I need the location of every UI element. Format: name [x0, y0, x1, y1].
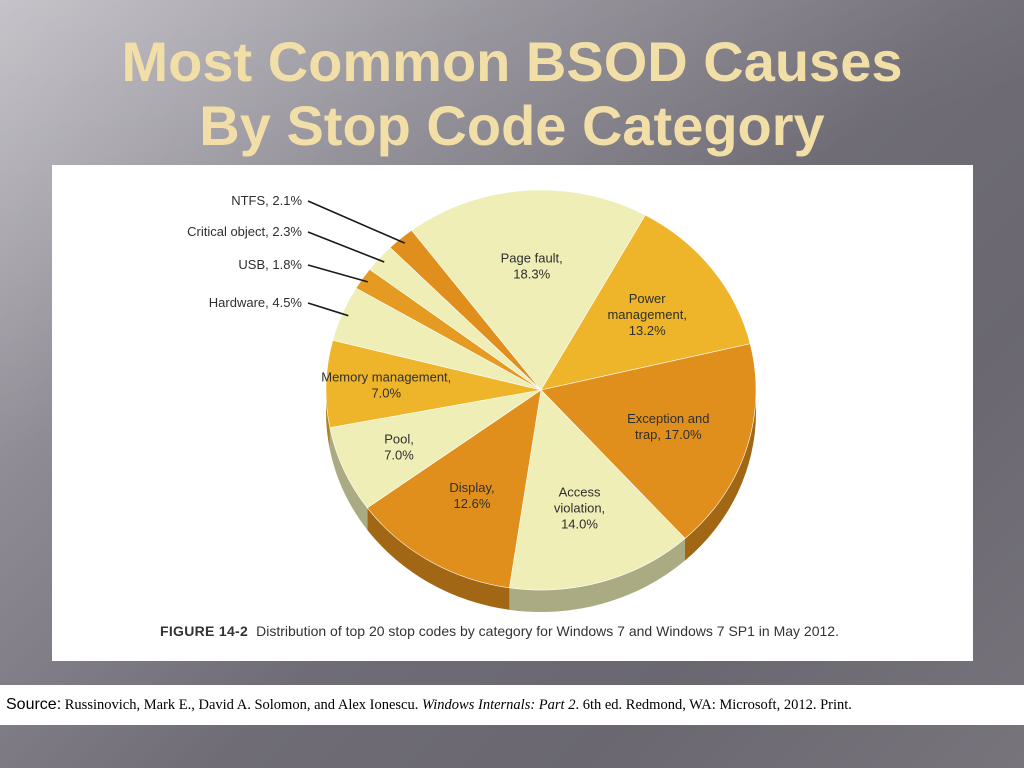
source-bar: Source: Russinovich, Mark E., David A. S…	[0, 685, 1024, 725]
pie-slice-page-fault	[411, 189, 646, 391]
leader-line-hardware	[307, 302, 349, 317]
figure-panel: Page fault, 18.3% Power management, 13.2% Exc…	[52, 165, 973, 661]
pie-slice-exception-and-trap	[540, 343, 757, 539]
pie-labels: Page fault, 18.3% Power management, 13.2% Exc…	[187, 193, 709, 532]
figure-caption-text: Distribution of top 20 stop codes by cat…	[256, 623, 839, 639]
pie-label-hardware: Hardware, 4.5%	[209, 295, 303, 310]
pie-label-access-violation: Access violation, 14.0%	[554, 485, 605, 532]
pie-label-power-management: Power management, 13.2%	[607, 291, 687, 338]
pie-label-display: Display, 12.6%	[449, 480, 494, 511]
pie-label-memory-management: Memory management, 7.0%	[321, 370, 451, 401]
title-line-1: Most Common BSOD Causes	[121, 30, 903, 93]
slide-title: Most Common BSOD Causes By Stop Code Cat…	[0, 30, 1024, 158]
leader-line-usb	[307, 264, 369, 283]
pie-slice-ntfs	[389, 229, 542, 391]
pie-label-usb: USB, 1.8%	[238, 257, 302, 272]
source-authors: Russinovich, Mark E., David A. Solomon, …	[61, 697, 422, 713]
pie-slice-display	[366, 389, 542, 589]
pie-label-critical-object: Critical object, 2.3%	[187, 224, 302, 239]
pie-label-page-fault: Page fault, 18.3%	[501, 250, 563, 281]
source-rest: . 6th ed. Redmond, WA: Microsoft, 2012. …	[575, 697, 852, 713]
pie-slices	[325, 189, 757, 591]
pie-label-pool: Pool, 7.0%	[384, 431, 414, 462]
figure-caption: FIGURE 14-2 Distribution of top 20 stop c…	[160, 623, 960, 639]
pie-chart: Page fault, 18.3% Power management, 13.2% Exc…	[187, 189, 757, 612]
pie-side-pool	[329, 427, 368, 530]
pie-label-ntfs: NTFS, 2.1%	[231, 193, 302, 208]
pie-label-exception-and-trap: Exception and trap, 17.0%	[627, 411, 709, 442]
pie-slice-power-management	[540, 214, 751, 391]
pie-side-exception-and-trap	[685, 390, 756, 561]
source-label: Source:	[6, 696, 62, 713]
pie-side-walls	[326, 390, 756, 612]
pie-slice-access-violation	[509, 389, 686, 591]
figure-label: FIGURE 14-2	[160, 623, 249, 639]
title-line-2: By Stop Code Category	[199, 94, 825, 157]
leader-line-ntfs	[307, 200, 406, 244]
leader-line-critical-object	[307, 231, 385, 263]
pie-side-memory-management	[326, 390, 330, 450]
pie-side-display	[367, 507, 510, 610]
source-citation: Source: Russinovich, Mark E., David A. S…	[6, 696, 852, 714]
pie-side-access-violation	[509, 538, 686, 612]
source-book-title: Windows Internals: Part 2	[422, 697, 576, 713]
